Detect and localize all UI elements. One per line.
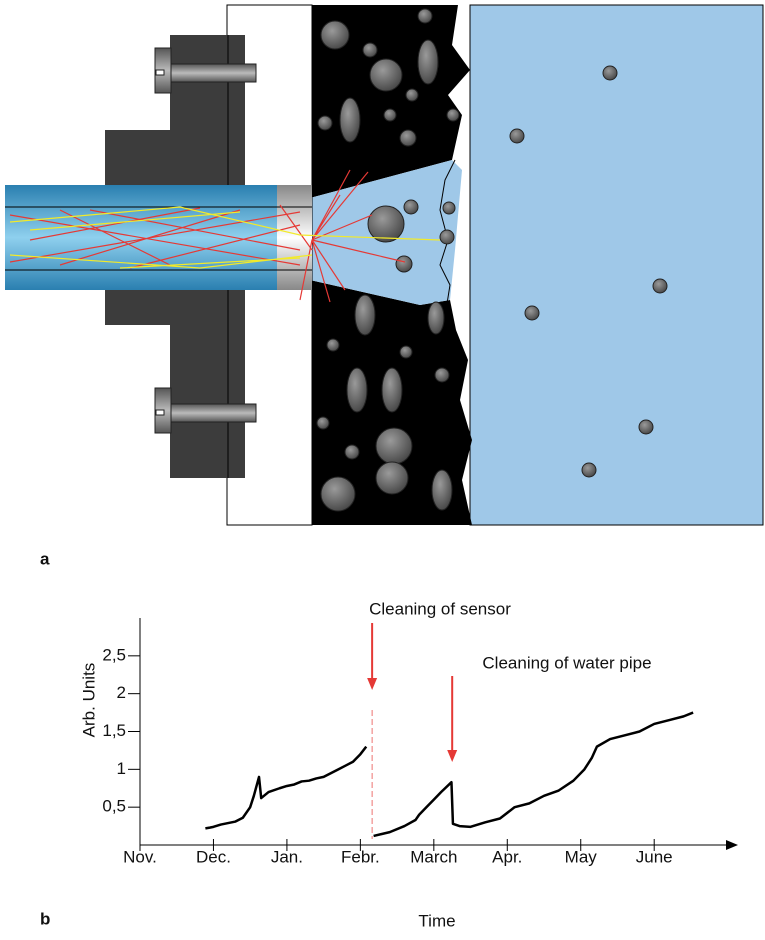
sensor-diagram [5,4,764,526]
panel-label: b [40,909,50,928]
y-tick-label: 1,5 [102,721,126,740]
x-tick-label: Apr. [492,847,522,866]
x-axis-label: Time [418,911,455,930]
annotation-arrowhead [447,750,458,762]
annotation: Cleaning of sensor [369,599,511,618]
x-tick-label: Nov. [123,847,157,866]
axis-arrow [726,840,738,850]
panel-label: a [40,549,50,568]
scattered-light [9,169,406,303]
y-tick-label: 1 [117,759,126,778]
x-tick-label: Dec. [196,847,231,866]
particles [316,8,668,512]
y-tick-label: 0,5 [102,797,126,816]
x-tick-label: March [410,847,457,866]
x-tick-label: Jan. [271,847,303,866]
bolt [154,47,257,434]
annotation-arrowhead [367,678,378,690]
water [469,4,764,526]
data-line [205,711,694,838]
x-tick-label: Febr. [341,847,380,866]
probe-tip [277,185,312,290]
y-axis-label: Arb. Units [79,663,98,738]
annotation: Cleaning of water pipe [482,653,651,672]
x-tick-label: May [565,847,598,866]
y-tick-label: 2 [117,683,126,702]
x-tick-label: June [636,847,673,866]
incident-light [9,206,441,269]
y-tick-label: 2,5 [102,645,126,664]
